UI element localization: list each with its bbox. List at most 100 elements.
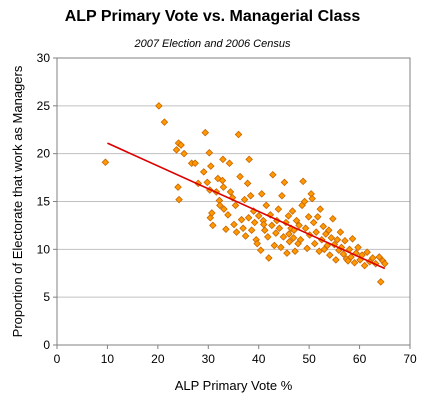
data-point bbox=[220, 205, 228, 213]
data-point bbox=[239, 224, 247, 233]
data-point bbox=[219, 183, 228, 191]
data-point bbox=[222, 225, 230, 234]
data-point bbox=[363, 248, 371, 256]
data-point bbox=[326, 251, 334, 259]
y-tick-label: 25 bbox=[37, 99, 51, 113]
data-point bbox=[259, 220, 268, 229]
data-point bbox=[280, 178, 289, 187]
data-point bbox=[250, 218, 259, 227]
data-point bbox=[341, 236, 349, 245]
data-points bbox=[101, 102, 389, 286]
data-point bbox=[174, 183, 182, 191]
data-point bbox=[230, 220, 238, 229]
x-tick-label: 60 bbox=[353, 352, 367, 366]
data-point bbox=[209, 221, 217, 230]
data-point bbox=[216, 201, 224, 210]
data-point bbox=[270, 241, 279, 250]
y-tick-label: 20 bbox=[37, 147, 51, 161]
data-point bbox=[234, 130, 243, 139]
data-point bbox=[268, 221, 276, 230]
data-point bbox=[316, 205, 325, 213]
data-point bbox=[201, 128, 210, 137]
data-point bbox=[347, 253, 355, 261]
data-point bbox=[264, 233, 272, 241]
data-point bbox=[205, 148, 214, 157]
data-point bbox=[336, 228, 345, 236]
data-point bbox=[226, 188, 235, 196]
data-point bbox=[285, 230, 293, 238]
data-point bbox=[224, 211, 232, 219]
data-point bbox=[289, 234, 298, 242]
data-point bbox=[274, 205, 283, 213]
data-point bbox=[299, 177, 307, 186]
data-point bbox=[172, 146, 181, 154]
x-tick-label: 0 bbox=[54, 352, 61, 366]
data-point bbox=[285, 237, 294, 246]
chart-subtitle: 2007 Election and 2006 Census bbox=[134, 38, 291, 50]
data-point bbox=[231, 201, 240, 210]
y-axis-label: Proportion of Electorate that work as Ma… bbox=[10, 65, 25, 337]
data-point bbox=[296, 236, 305, 244]
data-point bbox=[272, 229, 280, 237]
data-point bbox=[300, 197, 309, 206]
data-point bbox=[354, 243, 362, 252]
data-point bbox=[313, 213, 322, 221]
data-point bbox=[275, 224, 284, 233]
x-tick-label: 70 bbox=[403, 352, 417, 366]
x-tick-label: 30 bbox=[202, 352, 216, 366]
data-point bbox=[247, 226, 256, 234]
data-point bbox=[319, 222, 328, 231]
data-point bbox=[332, 256, 340, 264]
data-point bbox=[375, 253, 384, 261]
data-point bbox=[262, 201, 271, 210]
y-tick-label: 15 bbox=[37, 195, 51, 209]
data-point bbox=[304, 213, 313, 221]
axes: 0 5 10 15 20 25 30 0 10 20 30 40 50 60 70 bbox=[37, 51, 417, 366]
data-point bbox=[177, 141, 185, 149]
data-point bbox=[308, 194, 316, 203]
x-tick-label: 40 bbox=[252, 352, 266, 366]
data-point bbox=[348, 235, 357, 243]
x-tick-label: 10 bbox=[101, 352, 115, 366]
data-point bbox=[243, 179, 252, 188]
data-point bbox=[279, 233, 288, 241]
data-point bbox=[350, 258, 359, 267]
data-point bbox=[241, 232, 250, 240]
data-point bbox=[254, 212, 263, 220]
data-point bbox=[218, 176, 227, 185]
data-point bbox=[269, 170, 277, 179]
y-tick-label: 0 bbox=[43, 338, 50, 352]
data-point bbox=[206, 213, 215, 222]
data-point bbox=[225, 159, 234, 167]
data-point bbox=[101, 158, 110, 167]
data-point bbox=[244, 213, 253, 222]
trend-line bbox=[107, 142, 386, 270]
data-point bbox=[232, 228, 241, 236]
data-point bbox=[236, 172, 244, 181]
data-point bbox=[288, 207, 297, 215]
data-point bbox=[292, 216, 301, 225]
data-point bbox=[301, 224, 310, 233]
data-point bbox=[381, 259, 389, 268]
data-point bbox=[253, 239, 261, 248]
data-point bbox=[310, 239, 319, 248]
data-point bbox=[175, 195, 183, 204]
data-point bbox=[265, 254, 273, 262]
data-point bbox=[240, 195, 249, 204]
y-tick-label: 5 bbox=[43, 290, 50, 304]
gridlines bbox=[57, 105, 410, 298]
data-point bbox=[180, 149, 188, 158]
chart-title: ALP Primary Vote vs. Managerial Class bbox=[64, 8, 361, 25]
data-point bbox=[208, 209, 216, 217]
data-point bbox=[246, 191, 255, 200]
data-point bbox=[329, 214, 337, 223]
data-point bbox=[257, 190, 266, 198]
x-tick-label: 50 bbox=[302, 352, 316, 366]
data-point bbox=[295, 221, 303, 230]
data-point bbox=[291, 247, 299, 256]
data-point bbox=[261, 226, 269, 234]
data-point bbox=[155, 102, 163, 110]
data-point bbox=[219, 155, 227, 164]
data-point bbox=[245, 155, 253, 164]
